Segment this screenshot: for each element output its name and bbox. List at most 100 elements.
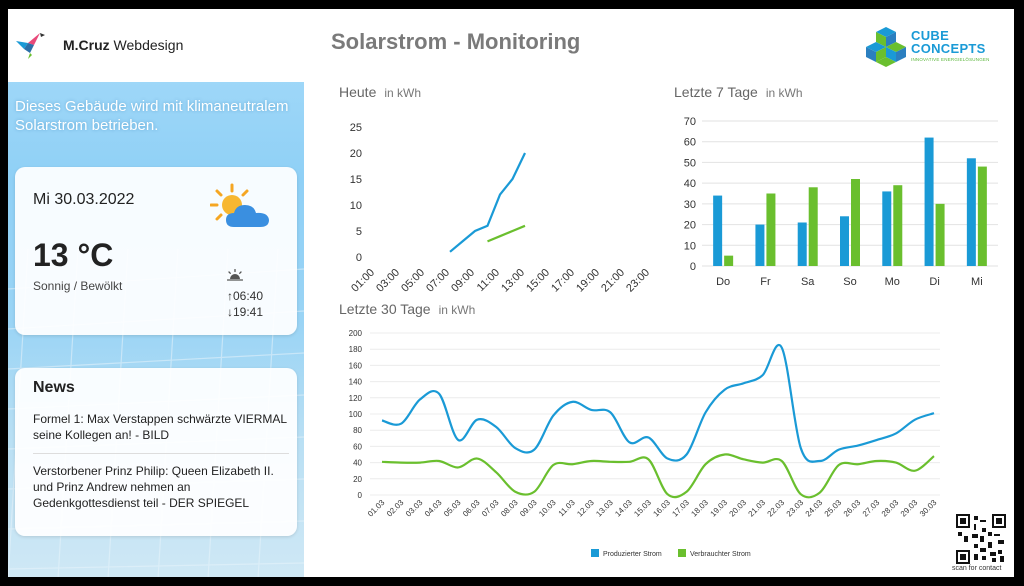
bar-produced <box>840 216 849 266</box>
x-tick-label: 11.03 <box>557 498 577 518</box>
x-tick-label: 18.03 <box>689 498 710 519</box>
arrow-up-icon: ↑ <box>227 289 233 303</box>
x-tick-label: Sa <box>801 276 815 288</box>
x-tick-label: 05.03 <box>442 498 463 519</box>
news-item[interactable]: Formel 1: Max Verstappen schwärzte VIERM… <box>33 412 287 442</box>
logo-line1: CUBE <box>911 28 950 43</box>
y-tick-label: 80 <box>353 426 362 435</box>
bar-consumed <box>724 255 734 266</box>
bar-produced <box>797 222 807 266</box>
y-tick-label: 0 <box>356 252 362 264</box>
tagline-text: Dieses Gebäude wird mit klimaneutralem S… <box>15 98 289 134</box>
x-tick-label: 28.03 <box>880 498 901 519</box>
dashboard-frame: M.Cruz Webdesign Dieses Gebäude wird mit… <box>8 9 1014 577</box>
x-tick-label: 14.03 <box>613 498 634 519</box>
x-tick-label: 07.03 <box>480 498 501 519</box>
legend-swatch-produced <box>591 549 599 557</box>
x-tick-label: 19.03 <box>709 498 730 519</box>
y-tick-label: 0 <box>358 491 363 500</box>
x-tick-label: 15:00 <box>524 267 552 295</box>
news-item[interactable]: Verstorbener Prinz Philip: Queen Elizabe… <box>33 464 274 510</box>
x-tick-label: 21.03 <box>747 498 768 519</box>
bar-consumed <box>893 185 903 266</box>
x-tick-label: 15.03 <box>632 498 653 519</box>
x-tick-label: 27.03 <box>861 498 882 519</box>
x-tick-label: 02.03 <box>385 498 406 519</box>
y-tick-label: 5 <box>356 226 362 238</box>
x-tick-label: 10.03 <box>537 498 558 519</box>
sidebar: M.Cruz Webdesign Dieses Gebäude wird mit… <box>8 9 304 577</box>
y-tick-label: 10 <box>684 240 696 252</box>
sun-times: ↑06:40 ↓19:41 <box>227 288 263 320</box>
y-tick-label: 20 <box>350 148 362 160</box>
sunrise-icon <box>227 269 243 281</box>
weather-date: Mi 30.03.2022 <box>33 191 135 208</box>
y-tick-label: 200 <box>349 329 363 338</box>
x-tick-label: 30.03 <box>918 498 939 519</box>
x-tick-label: 19:00 <box>574 267 602 295</box>
bar-consumed <box>935 203 945 266</box>
chart-heute: 0 5 10 15 20 25 01:0003:0005:0007:0009:0011:00… <box>349 122 652 295</box>
y-tick-label: 50 <box>684 157 696 169</box>
x-tick-label: 26.03 <box>842 498 863 519</box>
bar-consumed <box>977 166 987 266</box>
y-tick-label: 0 <box>690 261 696 273</box>
x-tick-label: 08.03 <box>499 498 520 519</box>
y-tick-label: 140 <box>349 378 363 387</box>
x-tick-label: 24.03 <box>804 498 825 519</box>
legend-swatch-consumed <box>678 549 686 557</box>
arrow-down-icon: ↓ <box>227 305 233 319</box>
bar-produced <box>882 191 892 266</box>
y-tick-label: 160 <box>349 361 363 370</box>
sunrise-row: ↑06:40 <box>227 288 263 304</box>
bar-produced <box>713 195 723 266</box>
sunset-row: ↓19:41 <box>227 304 263 320</box>
x-tick-label: Mi <box>971 276 983 288</box>
bar-produced <box>924 137 934 266</box>
x-tick-label: 05:00 <box>399 267 427 295</box>
weather-condition: Sonnig / Bewölkt <box>33 279 123 293</box>
y-tick-label: 70 <box>684 116 696 128</box>
x-tick-label: 20.03 <box>728 498 749 519</box>
sunrise-time: 06:40 <box>233 289 264 303</box>
x-tick-label: 29.03 <box>899 498 920 519</box>
weather-card: Mi 30.03.2022 13 °C Sonnig / Bewölkt <box>15 167 297 335</box>
x-tick-label: 23:00 <box>624 267 652 295</box>
x-tick-label: 12.03 <box>575 498 596 519</box>
brand-header: M.Cruz Webdesign <box>8 9 304 82</box>
series-line-consumed <box>381 453 935 499</box>
y-tick-label: 10 <box>350 200 362 212</box>
x-tick-label: 25.03 <box>823 498 844 519</box>
x-tick-label: Fr <box>760 276 771 288</box>
y-tick-label: 60 <box>684 137 696 149</box>
x-tick-label: Mo <box>885 276 900 288</box>
x-tick-label: So <box>843 276 856 288</box>
sun-cloud-icon <box>210 183 269 227</box>
x-tick-label: 01:00 <box>349 267 377 295</box>
x-tick-label: 09:00 <box>449 267 477 295</box>
y-tick-label: 100 <box>349 410 363 419</box>
bar-consumed <box>766 193 776 266</box>
y-tick-label: 180 <box>349 345 363 354</box>
x-tick-label: 13:00 <box>499 267 527 295</box>
logo-line3: INNOVATIVE ENERGIELÖSUNGEN <box>911 57 990 62</box>
x-tick-label: 11:00 <box>475 267 502 294</box>
x-tick-label: 22.03 <box>766 498 787 519</box>
chart-title-7-days: Letzte 7 Tage in kWh <box>674 84 803 100</box>
chart-title-heute: Heute in kWh <box>339 84 422 100</box>
legend-label-produced: Produzierter Strom <box>603 551 662 558</box>
brand-name: M.Cruz Webdesign <box>63 37 184 53</box>
series-line-consumed <box>487 224 526 243</box>
qr-code-icon[interactable] <box>956 514 1006 564</box>
x-tick-label: 09.03 <box>518 498 539 519</box>
legend-label-consumed: Verbrauchter Strom <box>690 551 751 558</box>
y-tick-label: 40 <box>684 178 696 190</box>
bar-consumed <box>808 187 818 266</box>
bar-produced <box>755 224 765 266</box>
logo-line2: CONCEPTS <box>911 41 986 56</box>
x-tick-label: 07:00 <box>424 267 452 295</box>
news-card: News Formel 1: Max Verstappen schwärzte … <box>15 368 297 536</box>
series-line-produced <box>449 152 526 253</box>
y-tick-label: 25 <box>350 122 362 134</box>
chart-title-30-days: Letzte 30 Tage in kWh <box>339 301 476 317</box>
